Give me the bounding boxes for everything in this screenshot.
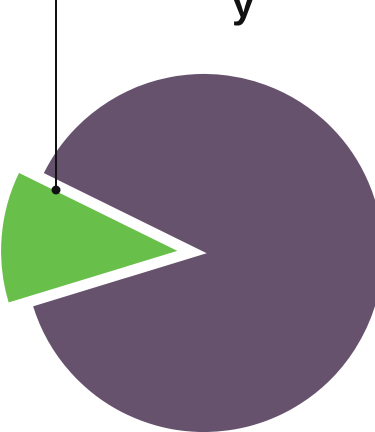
callout-dot bbox=[51, 185, 61, 195]
callout-layer bbox=[51, 0, 61, 195]
pie-slices bbox=[0, 72, 375, 432]
pie-slice-0 bbox=[0, 170, 183, 305]
cropped-title-fragment: y bbox=[232, 0, 255, 26]
pie-slice-1 bbox=[30, 72, 375, 432]
